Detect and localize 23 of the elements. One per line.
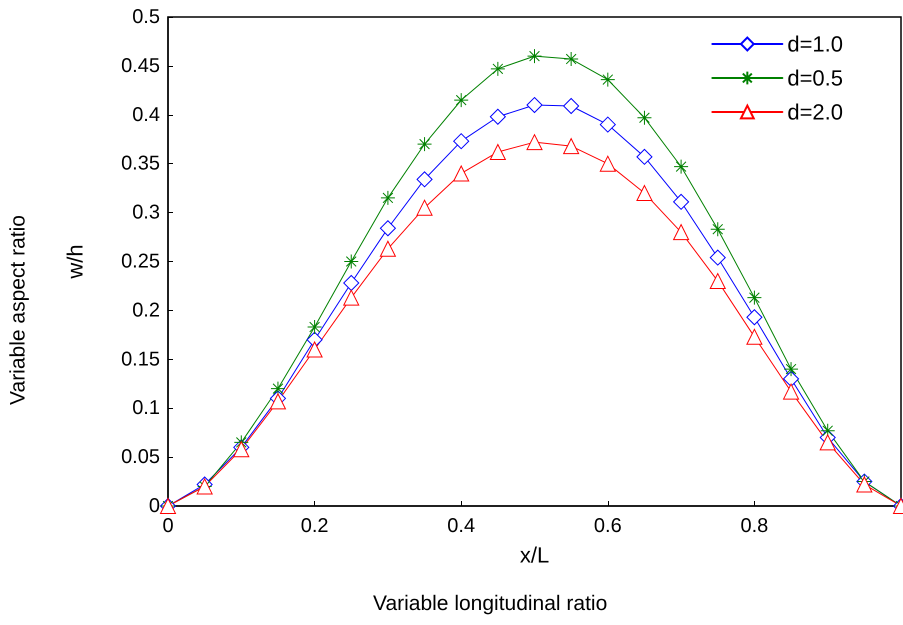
x-tick-label: 0 bbox=[162, 515, 174, 537]
legend-label: d=2.0 bbox=[787, 100, 844, 124]
legend-label: d=0.5 bbox=[787, 66, 844, 90]
y-tick-label: 0.2 bbox=[132, 299, 160, 322]
x-axis-title: x/L bbox=[520, 542, 550, 568]
y-tick-label: 0 bbox=[148, 495, 160, 517]
y-tick-label: 0.3 bbox=[132, 202, 160, 224]
text: Variable aspect ratio bbox=[6, 215, 30, 405]
y-tick-label: 0.4 bbox=[132, 104, 160, 126]
text: Variable longitudinal ratio bbox=[373, 592, 608, 615]
x-tick-label: 0.2 bbox=[300, 515, 329, 537]
legend-label: d=1.0 bbox=[787, 32, 844, 56]
y-tick-label: 0.25 bbox=[121, 250, 160, 272]
x-tick-label: 0.6 bbox=[594, 515, 622, 537]
x-tick-label: 0.8 bbox=[740, 515, 768, 537]
y-tick-label: 0.5 bbox=[132, 6, 160, 28]
y-tick-label: 0.1 bbox=[132, 397, 160, 420]
y-tick-label: 0.05 bbox=[121, 446, 160, 468]
y-tick-label: 0.35 bbox=[121, 152, 160, 175]
y-tick-label: 0.15 bbox=[121, 348, 160, 370]
y-tick-label: 0.45 bbox=[121, 54, 160, 77]
x-tick-label: 0.4 bbox=[447, 515, 476, 537]
y-axis-title: w/h bbox=[62, 244, 88, 280]
